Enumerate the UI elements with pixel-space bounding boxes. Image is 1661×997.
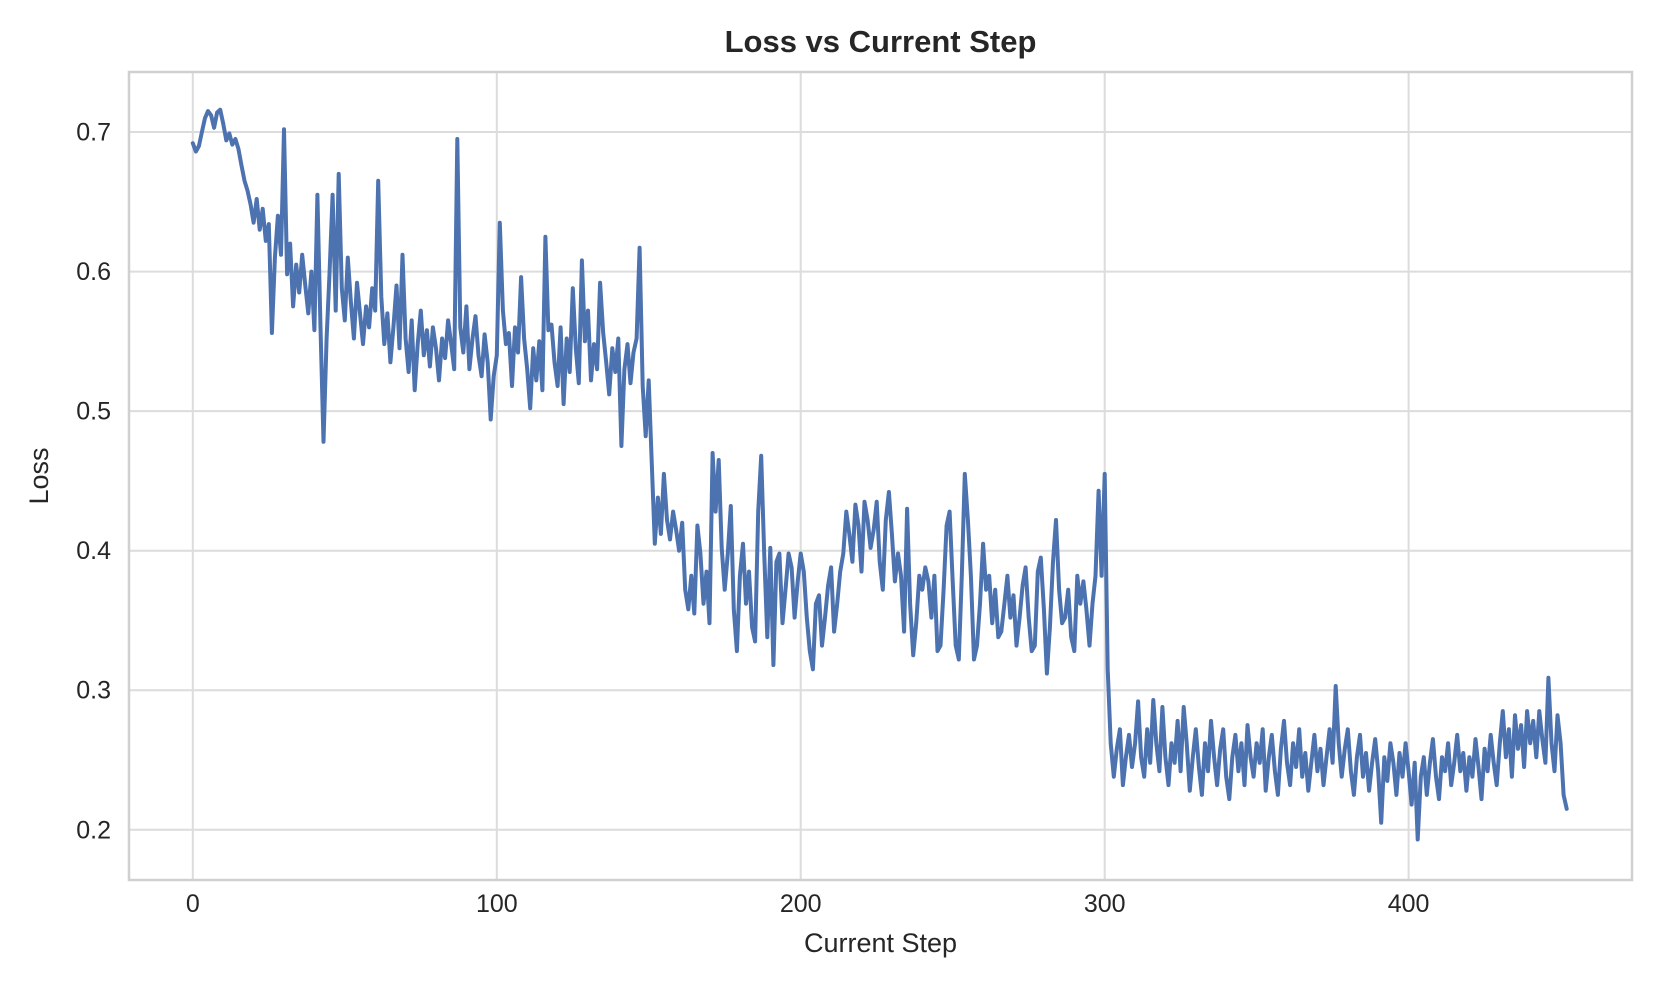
x-tick-label: 400 [1388, 890, 1430, 918]
loss-series-line [190, 107, 1569, 842]
tick-labels: 0 100 200 300 400 0.2 0.3 0.4 0.5 0.6 0.7 [76, 119, 1429, 919]
axes-spines [127, 70, 1634, 882]
loss-line [190, 107, 1569, 842]
x-tick-label: 0 [186, 890, 200, 918]
y-tick-label: 0.2 [76, 816, 111, 844]
chart-title: Loss vs Current Step [725, 24, 1037, 59]
y-tick-label: 0.3 [76, 677, 111, 705]
x-tick-label: 300 [1084, 890, 1126, 918]
y-tick-label: 0.6 [76, 258, 111, 286]
x-axis-label: Current Step [804, 928, 957, 958]
x-tick-label: 100 [476, 890, 518, 918]
gridlines [129, 72, 1632, 880]
y-tick-label: 0.7 [76, 119, 111, 147]
y-axis-label: Loss [24, 447, 54, 504]
y-tick-label: 0.4 [76, 537, 111, 565]
y-tick-label: 0.5 [76, 398, 111, 426]
x-tick-label: 200 [780, 890, 822, 918]
